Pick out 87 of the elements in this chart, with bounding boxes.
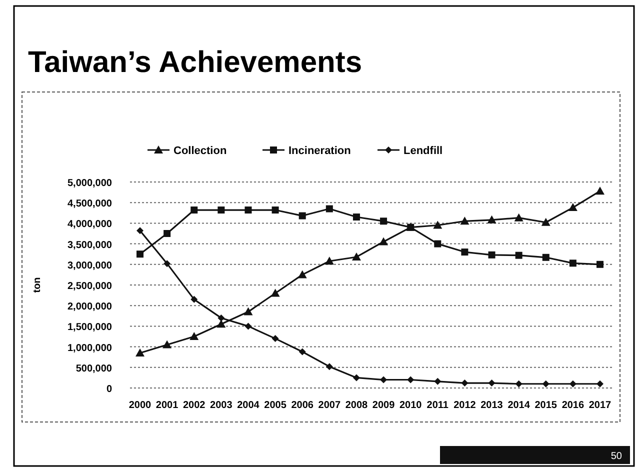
point (461, 380, 468, 387)
point (488, 380, 496, 387)
point (164, 260, 171, 268)
point (596, 186, 604, 195)
point (407, 376, 414, 384)
point (136, 348, 144, 356)
point (569, 260, 576, 267)
y-tick-label: 3,000,000 (68, 260, 112, 272)
point (190, 296, 198, 303)
legend-label: Collection (174, 145, 227, 157)
point (488, 251, 496, 258)
y-tick-label: 2,000,000 (68, 302, 112, 313)
point (298, 348, 306, 356)
chart-title: Taiwan’s Achievements (28, 46, 362, 79)
point (324, 256, 334, 265)
point (596, 260, 604, 268)
point (244, 206, 252, 214)
point (541, 218, 550, 226)
y-tick-label: 0 (106, 384, 112, 395)
y-tick-label: 500,000 (76, 363, 112, 374)
point (162, 340, 172, 348)
point (298, 212, 306, 220)
x-tick-label: 2000 (128, 400, 152, 411)
y-axis-title: ton (32, 277, 43, 293)
x-tick-label: 2008 (345, 400, 368, 411)
point (352, 214, 360, 221)
point (218, 314, 225, 322)
point (352, 374, 360, 382)
legend-label: Lendfill (404, 145, 443, 157)
y-tick-label: 2,500,000 (68, 281, 112, 292)
point (272, 206, 279, 214)
y-tick-label: 4,500,000 (68, 198, 112, 210)
text: 50 (610, 451, 622, 462)
point (326, 363, 333, 370)
point (487, 215, 496, 224)
point (514, 213, 524, 222)
point (433, 220, 442, 229)
point (569, 380, 576, 388)
point (568, 203, 578, 212)
point (244, 322, 252, 330)
point (164, 230, 171, 237)
y-tick-label: 5,000,000 (68, 178, 112, 189)
legend-label: Incineration (288, 145, 352, 157)
point (136, 250, 144, 258)
point (244, 307, 253, 316)
point (190, 206, 198, 214)
point (298, 270, 307, 278)
point (379, 237, 388, 246)
x-tick-label: 2012 (454, 400, 476, 411)
point (380, 376, 388, 384)
point (515, 380, 522, 388)
x-tick-label: 2003 (210, 400, 233, 411)
point (461, 248, 468, 256)
x-tick-label: 2011 (426, 400, 449, 411)
y-tick-label: 1,500,000 (68, 322, 112, 334)
point (434, 378, 442, 385)
point (460, 216, 470, 225)
point (218, 206, 225, 214)
point (216, 320, 226, 328)
x-tick-label: 2016 (562, 400, 584, 411)
x-tick-label: 2007 (318, 400, 341, 411)
point (190, 332, 199, 340)
x-tick-label: 2002 (182, 400, 206, 411)
y-tick-label: 3,500,000 (68, 240, 112, 251)
point (352, 252, 361, 260)
x-tick-label: 2004 (237, 400, 260, 411)
point (542, 254, 550, 261)
point (272, 335, 279, 342)
x-tick-label: 2010 (399, 400, 422, 411)
x-tick-label: 2006 (291, 400, 314, 411)
point (515, 252, 522, 259)
point (270, 288, 280, 297)
point (326, 205, 333, 212)
x-tick-label: 2001 (156, 400, 179, 411)
x-tick-label: 2017 (588, 400, 612, 411)
point (136, 227, 144, 234)
point (596, 380, 604, 388)
y-tick-label: 4,000,000 (68, 219, 112, 230)
x-tick-label: 2005 (264, 400, 287, 411)
point (380, 218, 388, 225)
x-tick-label: 2009 (372, 400, 396, 411)
point (542, 380, 550, 388)
x-tick-label: 2013 (480, 400, 504, 411)
point (434, 240, 442, 248)
y-tick-label: 1,000,000 (68, 342, 112, 354)
x-tick-label: 2015 (534, 400, 558, 411)
x-tick-label: 2014 (508, 400, 530, 411)
